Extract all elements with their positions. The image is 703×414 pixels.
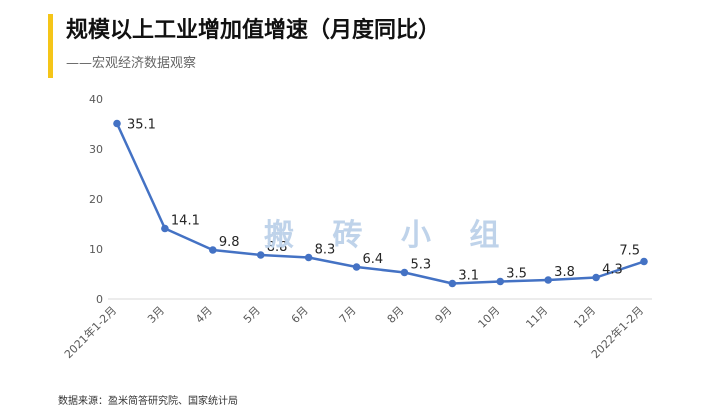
x-tick-label: 8月 <box>385 304 407 326</box>
x-tick-label: 5月 <box>241 304 263 326</box>
y-tick-label: 40 <box>89 93 103 106</box>
x-tick-label: 12月 <box>571 304 598 331</box>
watermark-text: 搬 砖 小 组 <box>264 218 514 253</box>
x-tick-label: 3月 <box>145 304 167 326</box>
x-tick-label: 4月 <box>193 304 215 326</box>
data-label: 3.8 <box>554 265 575 280</box>
data-point <box>496 277 505 286</box>
data-label: 14.1 <box>171 214 200 229</box>
y-tick-label: 0 <box>96 293 103 306</box>
y-tick-label: 30 <box>89 143 103 156</box>
data-label: 3.5 <box>506 267 527 282</box>
x-tick-label: 9月 <box>433 304 455 326</box>
data-label: 3.1 <box>458 269 479 284</box>
x-tick-label: 6月 <box>289 304 311 326</box>
data-point <box>304 253 313 262</box>
data-label: 9.8 <box>219 235 240 250</box>
data-point <box>256 251 265 259</box>
data-label: 7.5 <box>619 244 640 259</box>
x-tick-label: 2021年1-2月 <box>61 303 119 361</box>
series-line <box>115 122 646 285</box>
chart-title: 规模以上工业增加值增速（月度同比） <box>66 18 441 43</box>
chart-subtitle: ——宏观经济数据观察 <box>66 56 197 71</box>
data-point <box>592 273 600 282</box>
x-tick-label: 10月 <box>476 304 503 331</box>
data-point <box>544 276 552 284</box>
data-point <box>448 279 457 288</box>
title-accent-bar <box>48 14 53 78</box>
data-label: 4.3 <box>602 263 623 278</box>
x-tick-label: 11月 <box>523 304 550 331</box>
data-point <box>400 268 409 277</box>
data-point <box>113 119 121 128</box>
data-source: 数据来源：盈米简答研究院、国家统计局 <box>58 396 238 407</box>
data-label: 6.4 <box>363 252 384 267</box>
x-tick-label: 7月 <box>337 304 359 326</box>
data-point <box>640 257 648 266</box>
y-tick-label: 10 <box>89 243 103 256</box>
data-label: 35.1 <box>127 118 156 133</box>
y-tick-label: 20 <box>89 193 103 206</box>
data-point <box>161 224 169 233</box>
data-point <box>352 263 361 271</box>
data-label: 8.3 <box>315 243 336 258</box>
data-point <box>209 246 217 254</box>
data-label: 5.3 <box>410 258 431 273</box>
data-label: 8.8 <box>267 240 288 255</box>
